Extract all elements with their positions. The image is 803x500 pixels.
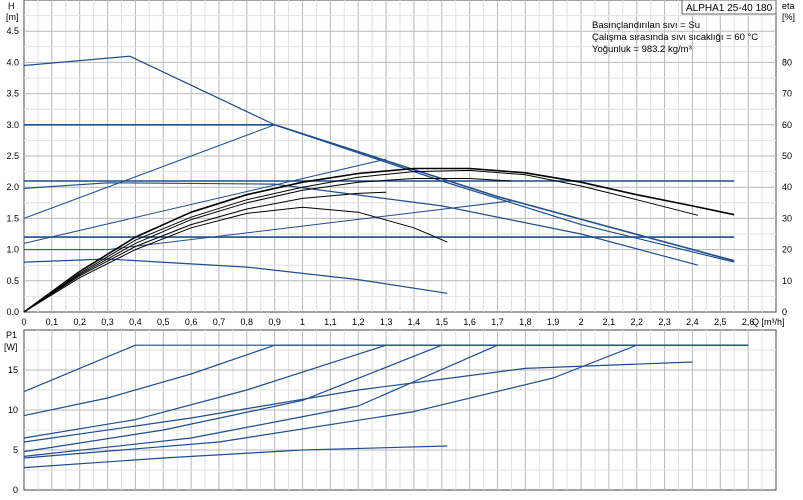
x-tick-label: 0,9 — [268, 317, 281, 327]
p1-axis-label: P1 — [6, 330, 17, 340]
y2-tick-label: 40 — [782, 182, 792, 192]
y2-tick-label: 0 — [782, 307, 787, 317]
x-tick-label: 1,1 — [324, 317, 337, 327]
y2-tick-label: 10 — [782, 276, 792, 286]
annotation-text: Çalışma sırasında sıvı sıcaklığı = 60 °C — [592, 32, 758, 43]
y2-tick-label: 30 — [782, 213, 792, 223]
p1-axis-unit: [W] — [4, 342, 18, 352]
y-tick-label: 3.0 — [6, 120, 19, 130]
x-tick-label: 1,5 — [436, 317, 449, 327]
annotation-text: Yoğunluk = 983.2 kg/m³ — [592, 44, 692, 55]
p1-tick-label: 10 — [8, 405, 18, 415]
x-tick-label: 2,2 — [630, 317, 643, 327]
annotation-text: Basınçlandırılan sıvı = Su — [592, 20, 700, 31]
y-axis-label: H — [8, 1, 15, 11]
y2-axis-unit: [%] — [782, 12, 795, 22]
top-series-line — [23, 55, 735, 263]
top-series-line — [23, 182, 699, 266]
top-series-line — [23, 167, 735, 313]
y2-axis-label: eta — [782, 1, 795, 11]
x-tick-label: 1,7 — [491, 317, 504, 327]
x-tick-label: 1,4 — [408, 317, 421, 327]
x-tick-label: 0,3 — [101, 317, 114, 327]
x-tick-label: 0,6 — [185, 317, 198, 327]
x-tick-label: 0 — [21, 317, 26, 327]
top-series-line — [23, 124, 275, 219]
x-tick-label: 1,8 — [519, 317, 532, 327]
x-tick-label: 2,3 — [658, 317, 671, 327]
x-tick-label: 1 — [300, 317, 305, 327]
top-series-line — [23, 206, 448, 313]
top-series-line — [23, 191, 387, 313]
y2-tick-label: 70 — [782, 89, 792, 99]
bottom-series-line — [23, 344, 749, 457]
x-tick-label: 1,9 — [547, 317, 560, 327]
x-tick-label: 0,5 — [157, 317, 170, 327]
y-tick-label: 3.5 — [6, 89, 19, 99]
chart-title: ALPHA1 25-40 180 — [686, 3, 773, 14]
y-tick-label: 2.0 — [6, 182, 19, 192]
x-tick-label: 2,6 — [742, 317, 755, 327]
bottom-series-line — [23, 344, 749, 459]
x-tick-label: 2,1 — [603, 317, 616, 327]
x-axis-label: Q [m³/h] — [752, 317, 785, 327]
x-tick-label: 0,2 — [73, 317, 86, 327]
top-series-line — [23, 158, 387, 244]
top-series-line — [23, 178, 512, 313]
p1-tick-label: 0 — [13, 485, 18, 495]
y-tick-label: 0.0 — [6, 307, 19, 317]
y-tick-label: 1.0 — [6, 245, 19, 255]
p1-tick-label: 5 — [13, 445, 18, 455]
y-tick-label: 4.5 — [6, 26, 19, 36]
y2-tick-label: 20 — [782, 245, 792, 255]
x-tick-label: 0,8 — [241, 317, 254, 327]
top-series-line — [24, 124, 735, 262]
y-tick-label: 0.5 — [6, 276, 19, 286]
y2-tick-label: 50 — [782, 151, 792, 161]
y2-tick-label: 60 — [782, 120, 792, 130]
p1-tick-label: 15 — [8, 365, 18, 375]
bottom-series-line — [23, 361, 693, 443]
top-series-line — [23, 258, 448, 294]
y-tick-label: 4.0 — [6, 57, 19, 67]
x-tick-label: 2,5 — [714, 317, 727, 327]
x-tick-label: 0,4 — [129, 317, 142, 327]
x-tick-label: 2 — [579, 317, 584, 327]
x-tick-label: 0,1 — [46, 317, 59, 327]
chart-title-box — [681, 0, 777, 15]
y2-tick-label: 80 — [782, 57, 792, 67]
x-tick-label: 1,6 — [463, 317, 476, 327]
bottom-series-line — [23, 445, 448, 469]
x-tick-label: 0,7 — [213, 317, 226, 327]
y-tick-label: 1.5 — [6, 213, 19, 223]
top-series-line — [23, 169, 699, 313]
x-tick-label: 2,4 — [686, 317, 699, 327]
y-axis-unit: [m] — [6, 12, 19, 22]
x-tick-label: 1,2 — [352, 317, 365, 327]
x-tick-label: 1,3 — [380, 317, 393, 327]
y-tick-label: 2.5 — [6, 151, 19, 161]
